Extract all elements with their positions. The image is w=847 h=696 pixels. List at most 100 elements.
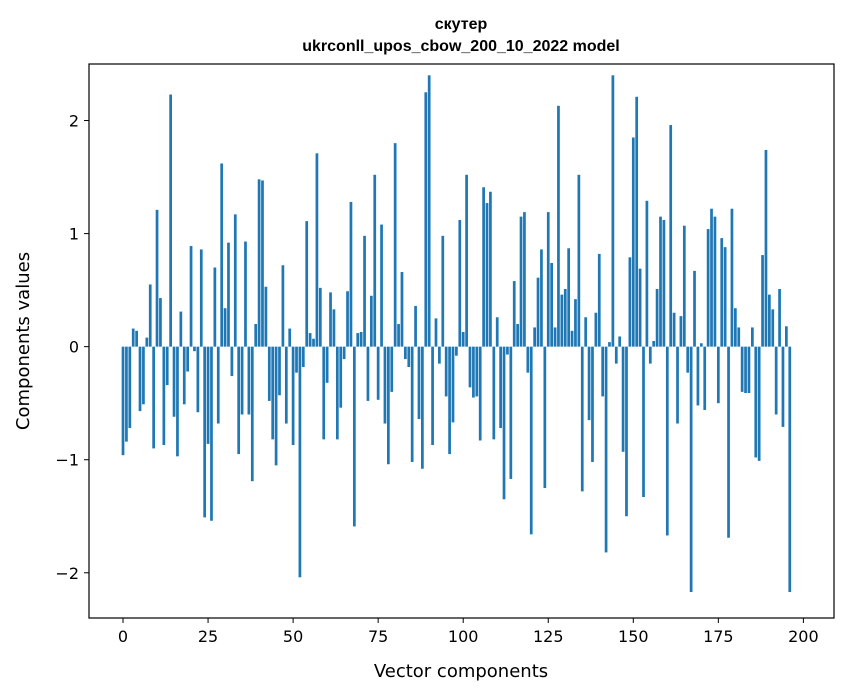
bar bbox=[135, 330, 138, 347]
bar bbox=[499, 346, 502, 429]
bar bbox=[540, 249, 543, 347]
bar bbox=[322, 346, 326, 440]
bar bbox=[778, 288, 781, 347]
bar bbox=[128, 346, 132, 429]
bar bbox=[713, 216, 717, 347]
bar bbox=[335, 346, 339, 440]
bar bbox=[397, 324, 400, 347]
bar bbox=[737, 327, 741, 347]
bar bbox=[216, 346, 220, 424]
bar bbox=[213, 267, 217, 347]
y-tick-label: 0 bbox=[69, 338, 79, 357]
bar bbox=[618, 336, 622, 347]
bar bbox=[655, 288, 659, 347]
bar bbox=[774, 346, 778, 415]
y-tick-label: −1 bbox=[55, 451, 79, 470]
bar bbox=[223, 308, 227, 347]
bar bbox=[512, 281, 516, 347]
y-tick-label: 1 bbox=[69, 225, 79, 244]
bar bbox=[672, 312, 676, 347]
bar bbox=[312, 338, 315, 347]
bar bbox=[455, 346, 458, 356]
bar bbox=[533, 327, 536, 347]
bar bbox=[465, 174, 468, 347]
bar bbox=[611, 75, 615, 347]
bar bbox=[284, 346, 288, 424]
x-tick-label: 200 bbox=[788, 627, 819, 646]
bar bbox=[710, 208, 713, 347]
bars-group bbox=[121, 75, 792, 592]
bar bbox=[441, 235, 445, 347]
bar bbox=[601, 346, 605, 397]
x-tick-label: 175 bbox=[703, 627, 734, 646]
x-tick-label: 125 bbox=[533, 627, 564, 646]
bar bbox=[716, 346, 720, 404]
bar bbox=[574, 299, 577, 347]
bar bbox=[516, 324, 519, 347]
bar bbox=[676, 346, 679, 424]
bar bbox=[295, 346, 298, 373]
bar bbox=[267, 346, 271, 401]
bar bbox=[693, 270, 696, 347]
y-tick-label: 2 bbox=[69, 112, 79, 131]
bar bbox=[148, 284, 152, 347]
bar bbox=[570, 330, 574, 347]
bar bbox=[492, 346, 496, 440]
plot-frame bbox=[88, 63, 835, 619]
bar bbox=[659, 216, 662, 347]
bar bbox=[121, 346, 125, 456]
bar bbox=[227, 242, 230, 347]
bar bbox=[451, 346, 455, 423]
bar bbox=[315, 153, 319, 347]
chart-title: скутер bbox=[435, 16, 488, 33]
bar bbox=[621, 346, 625, 452]
bar bbox=[346, 291, 349, 347]
bar bbox=[169, 94, 172, 347]
bar bbox=[727, 346, 730, 538]
bar bbox=[186, 346, 190, 372]
bar bbox=[495, 317, 499, 347]
x-tick-label: 0 bbox=[118, 627, 128, 646]
bar bbox=[407, 346, 411, 367]
bar bbox=[553, 327, 557, 347]
bar bbox=[764, 149, 768, 347]
chart-subtitle: ukrconll_upos_cbow_200_10_2022 model bbox=[302, 38, 619, 55]
bar bbox=[591, 346, 594, 462]
x-tick-label: 25 bbox=[198, 627, 218, 646]
bar bbox=[652, 341, 656, 347]
bar bbox=[431, 346, 434, 446]
bar bbox=[274, 346, 278, 466]
x-axis-ticks: 0 25 50 75 100 125 150 175 200 bbox=[118, 618, 819, 646]
bar bbox=[557, 105, 560, 347]
bar bbox=[206, 346, 210, 444]
bar bbox=[448, 346, 451, 455]
bar bbox=[625, 346, 628, 517]
bar bbox=[271, 346, 275, 440]
bar bbox=[567, 248, 571, 347]
bar bbox=[648, 346, 652, 364]
bar bbox=[523, 212, 526, 347]
bar bbox=[305, 221, 309, 347]
bar bbox=[240, 346, 244, 415]
bar bbox=[645, 200, 649, 347]
bar bbox=[352, 346, 356, 527]
bar bbox=[349, 201, 353, 347]
bar bbox=[393, 143, 397, 347]
bar bbox=[308, 333, 312, 347]
x-tick-label: 100 bbox=[448, 627, 479, 646]
bar bbox=[706, 229, 710, 347]
bar bbox=[642, 346, 645, 498]
bar bbox=[342, 346, 346, 360]
bar bbox=[189, 246, 193, 347]
bar bbox=[288, 328, 292, 347]
bar bbox=[162, 346, 166, 446]
bar bbox=[768, 294, 771, 347]
bar bbox=[526, 346, 530, 373]
bar bbox=[781, 346, 785, 427]
bar bbox=[278, 346, 281, 396]
bar bbox=[536, 277, 540, 347]
bar bbox=[478, 346, 482, 441]
bar bbox=[733, 308, 737, 347]
bar bbox=[468, 346, 472, 388]
bar bbox=[475, 346, 479, 397]
